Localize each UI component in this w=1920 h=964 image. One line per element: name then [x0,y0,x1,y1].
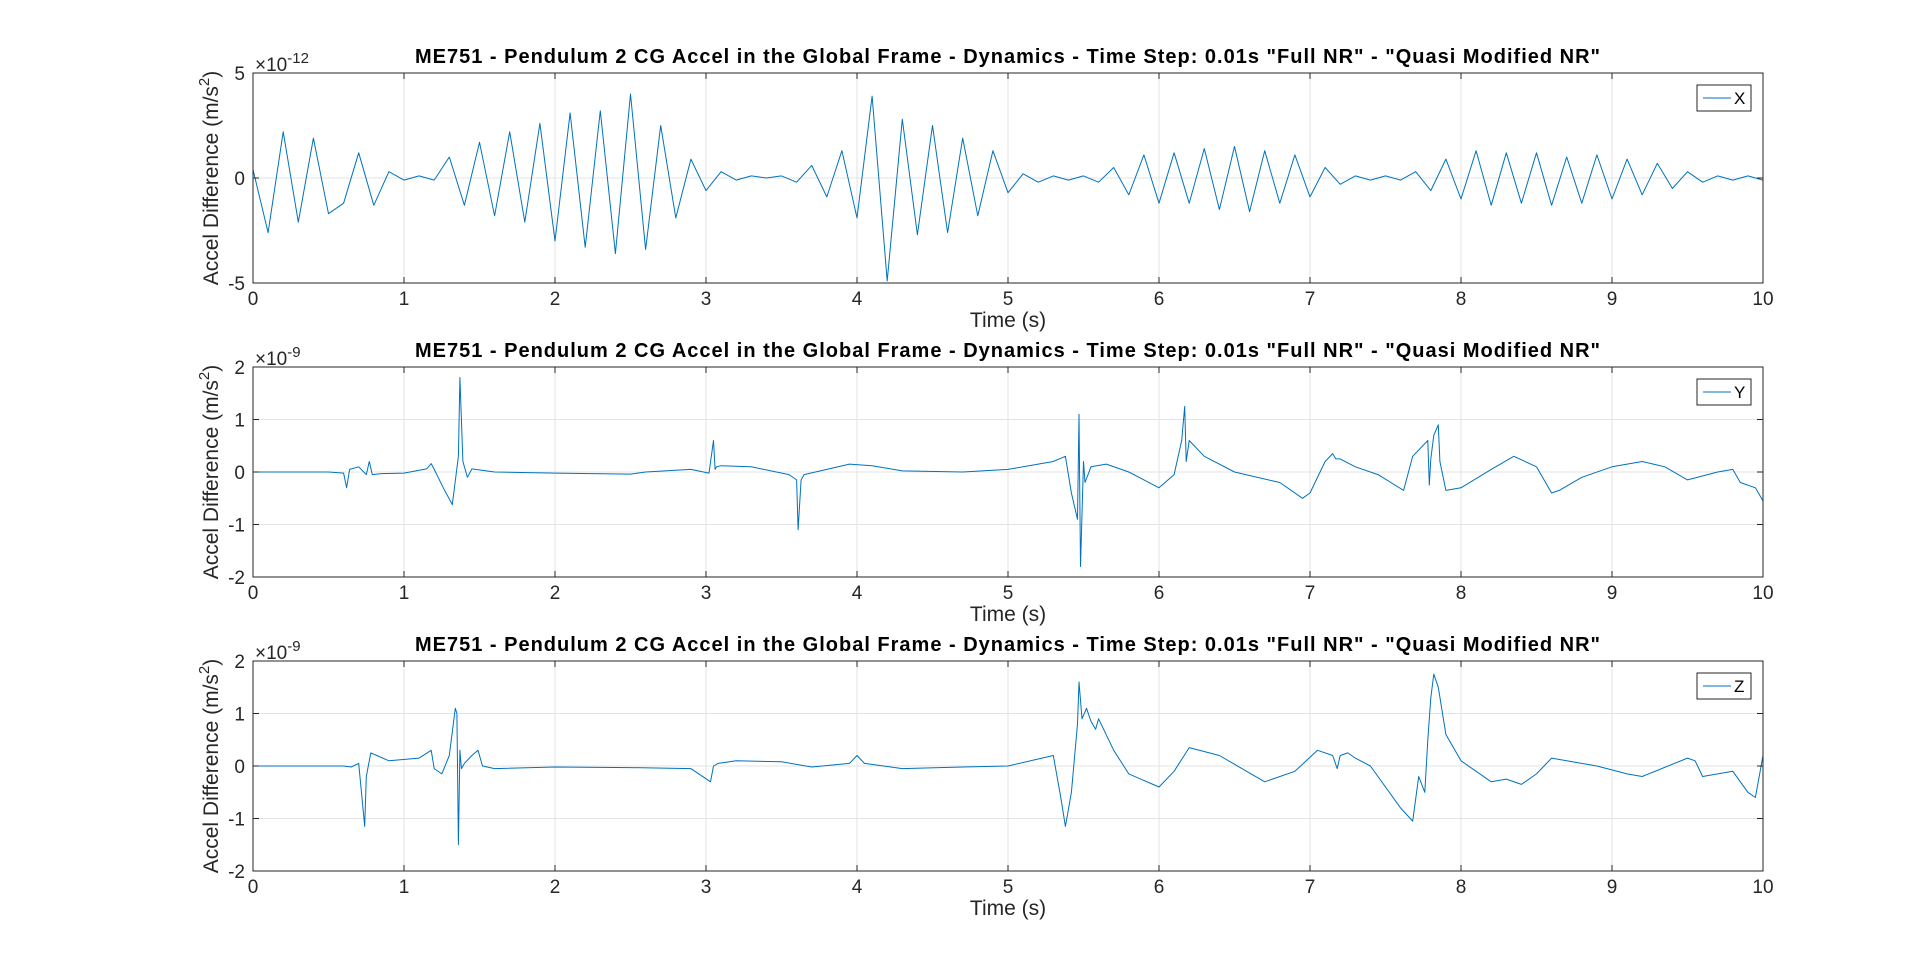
chart-title: ME751 - Pendulum 2 CG Accel in the Globa… [415,634,1601,656]
x-tick-label: 10 [1752,289,1773,310]
x-tick-label: 7 [1305,583,1316,604]
x-tick-label: 10 [1752,583,1773,604]
y-axis-label: Accel Difference (m/s2) [196,71,223,286]
x-tick-label: 7 [1305,877,1316,898]
axis-multiplier: ×10-9 [255,638,301,664]
chart-panel-z: 0 1 2 3 4 5 6 7 8 9 10 -2 -1 0 1 2 ×10-9 ME751 - Pendulum… [196,634,1774,920]
y-tick-label: 1 [234,411,245,432]
series-line-x [252,93,1764,282]
x-tick-label: 1 [399,877,410,898]
y-tick-label: 5 [234,64,245,85]
x-tick-label: 6 [1154,877,1165,898]
y-axis-label-sup: 2 [196,666,213,674]
y-tick-label: -2 [228,568,245,589]
axis-multiplier-base: ×10 [255,643,287,664]
x-tick-label: 9 [1607,583,1618,604]
series-line-z [253,673,1764,846]
x-tick-label: 0 [248,877,259,898]
legend-label: X [1734,89,1745,108]
x-tick-label: 2 [550,289,561,310]
y-tick-label: -1 [228,516,245,537]
x-tick-label: 4 [852,583,863,604]
x-tick-label: 10 [1752,877,1773,898]
y-tick-label: -2 [228,862,245,883]
legend-z: Z [1696,672,1752,700]
y-axis-label-close: ) [200,71,223,78]
x-tick-label: 4 [852,289,863,310]
axis-multiplier-exponent: -9 [287,344,300,361]
y-axis-label-sup: 2 [196,78,213,86]
chart-panel-y: 0 1 2 3 4 5 6 7 8 9 10 -2 -1 0 1 2 ×10-9 ME751 - Pendulum… [196,340,1774,626]
y-tick-label: 2 [234,652,245,673]
x-axis-label: Time (s) [970,603,1046,626]
x-tick-label: 1 [399,289,410,310]
y-axis-label: Accel Difference (m/s2) [196,659,223,874]
axis-multiplier-base: ×10 [255,55,287,76]
x-tick-label: 6 [1154,583,1165,604]
legend-label: Z [1734,677,1744,696]
legend-x: X [1696,84,1752,112]
legend-y: Y [1696,378,1752,406]
chart-title: ME751 - Pendulum 2 CG Accel in the Globa… [415,46,1601,68]
axis-multiplier: ×10-9 [255,344,301,370]
axis-multiplier-exponent: -12 [287,50,309,67]
x-axis-label: Time (s) [970,897,1046,920]
x-tick-label: 5 [1003,583,1014,604]
y-tick-label: 0 [234,757,245,778]
x-tick-label: 7 [1305,289,1316,310]
y-axis-label: Accel Difference (m/s2) [196,365,223,580]
x-tick-label: 8 [1456,583,1467,604]
x-tick-label: 2 [550,877,561,898]
x-tick-label: 5 [1003,289,1014,310]
series-line-y [253,377,1764,567]
chart-panel-x: 0 1 2 3 4 5 6 7 8 9 10-505 ×10-12 ME751 - Pendulum 2… [196,46,1774,332]
x-tick-label: 0 [248,289,259,310]
x-tick-label: 0 [248,583,259,604]
x-axis-label: Time (s) [970,309,1046,332]
y-tick-label: 0 [234,463,245,484]
x-tick-label: 6 [1154,289,1165,310]
x-tick-label: 2 [550,583,561,604]
x-tick-label: 8 [1456,877,1467,898]
y-axis-label-close: ) [200,659,223,666]
y-axis-label-main: Accel Difference (m/s [200,674,223,873]
y-tick-label: -5 [228,274,245,295]
legend-label: Y [1734,383,1745,402]
x-tick-label: 3 [701,877,712,898]
x-tick-label: 9 [1607,289,1618,310]
chart-title: ME751 - Pendulum 2 CG Accel in the Globa… [415,340,1601,362]
y-axis-label-close: ) [200,365,223,372]
axis-multiplier-exponent: -9 [287,638,300,655]
y-axis-label-sup: 2 [196,372,213,380]
y-tick-label: 0 [234,169,245,190]
y-axis-label-main: Accel Difference (m/s [200,86,223,285]
y-axis-label-main: Accel Difference (m/s [200,380,223,579]
y-tick-label: -1 [228,810,245,831]
x-tick-label: 8 [1456,289,1467,310]
x-tick-label: 3 [701,583,712,604]
axis-multiplier-base: ×10 [255,349,287,370]
y-tick-label: 1 [234,705,245,726]
y-tick-label: 2 [234,358,245,379]
axis-multiplier: ×10-12 [255,50,309,76]
x-tick-label: 4 [852,877,863,898]
x-tick-label: 9 [1607,877,1618,898]
x-tick-label: 5 [1003,877,1014,898]
x-tick-label: 3 [701,289,712,310]
x-tick-label: 1 [399,583,410,604]
